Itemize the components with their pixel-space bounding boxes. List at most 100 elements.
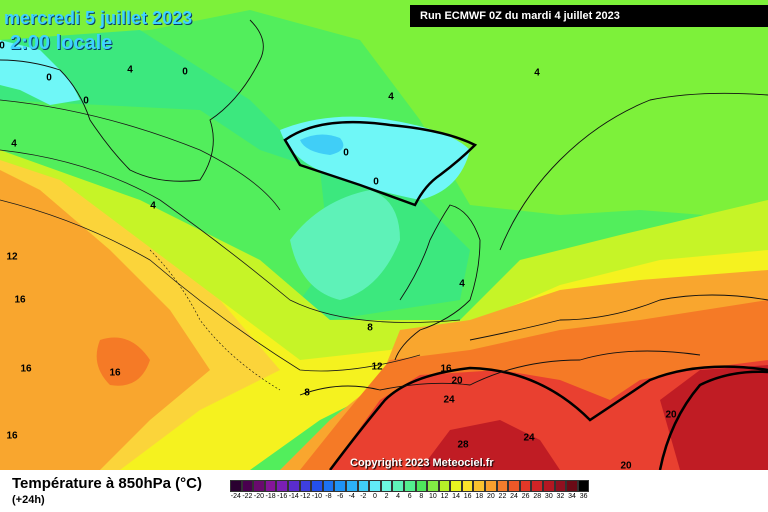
zone-orange-west bbox=[0, 170, 210, 470]
legend-scale-step: -2 bbox=[357, 480, 370, 502]
legend-tick-label: -6 bbox=[337, 493, 344, 500]
isotherm-label: 0 bbox=[83, 95, 89, 107]
legend-scale-step: 2 bbox=[380, 480, 393, 502]
legend-tick-label: -16 bbox=[277, 493, 288, 500]
legend-scale-step: 24 bbox=[508, 480, 520, 502]
legend-tick-label: 26 bbox=[521, 493, 530, 500]
legend-tick-label: -24 bbox=[230, 493, 241, 500]
legend-scale-step: 18 bbox=[473, 480, 486, 502]
legend-scale-step: 20 bbox=[485, 480, 497, 502]
coastline-central-europe bbox=[469, 294, 768, 341]
legend-swatch bbox=[415, 480, 428, 492]
isotherm-20-east bbox=[658, 370, 768, 470]
legend-swatch bbox=[496, 480, 509, 492]
forecast-date: mercredi 5 juillet 2023 bbox=[4, 8, 193, 28]
legend-scale-step: 32 bbox=[554, 480, 567, 502]
isotherm-label: 4 bbox=[459, 278, 465, 290]
legend-scale-step: -18 bbox=[264, 480, 277, 502]
legend-tick-label: 30 bbox=[544, 493, 553, 500]
legend-tick-label: -20 bbox=[253, 493, 265, 500]
isotherm-label: 8 bbox=[304, 387, 310, 399]
isotherm-label: 16 bbox=[6, 430, 18, 442]
zone-blue-iceland bbox=[300, 134, 344, 155]
temperature-map: 0 0 0 0 0 0 4 4 4 4 4 4 8 8 12 12 16 16 … bbox=[0, 0, 768, 470]
isotherm-label: 16 bbox=[109, 367, 121, 379]
legend-tick-label: 32 bbox=[556, 493, 565, 500]
legend-tick-label: 6 bbox=[407, 493, 412, 500]
isotherm-label: 0 bbox=[46, 72, 52, 84]
legend-swatch bbox=[554, 480, 567, 492]
legend-swatch bbox=[334, 480, 346, 492]
legend-scale-step: 34 bbox=[566, 480, 578, 502]
isotherm-label: 16 bbox=[440, 363, 452, 375]
legend-tick-label: 22 bbox=[498, 493, 507, 500]
legend-swatch bbox=[322, 480, 335, 492]
isotherm-12 bbox=[0, 199, 421, 372]
legend-title: Température à 850hPa (°C) bbox=[12, 475, 202, 492]
zone-light-green-north bbox=[0, 0, 768, 220]
legend-swatch bbox=[566, 480, 578, 492]
isotherm-label: 0 bbox=[373, 176, 379, 188]
legend-swatch bbox=[230, 480, 242, 492]
legend-swatch bbox=[485, 480, 497, 492]
legend-swatch bbox=[519, 480, 532, 492]
legend-tick-label: 16 bbox=[463, 493, 472, 500]
legend-swatch bbox=[380, 480, 393, 492]
isotherm-label: 16 bbox=[14, 294, 26, 306]
legend-swatch bbox=[473, 480, 486, 492]
isotherm-label: 20 bbox=[451, 375, 463, 387]
coastline-britain-france bbox=[394, 204, 481, 361]
legend-tick-label: -22 bbox=[242, 493, 253, 500]
copyright-notice: Copyright 2023 Meteociel.fr bbox=[350, 457, 494, 469]
isotherm-0 bbox=[283, 120, 478, 207]
legend-tick-label: 24 bbox=[510, 493, 518, 500]
legend-scale-step: 4 bbox=[392, 480, 404, 502]
legend-scale-step: 14 bbox=[450, 480, 462, 502]
legend-swatch bbox=[311, 480, 323, 492]
isotherm-label: 4 bbox=[534, 67, 540, 79]
legend-tick-label: -14 bbox=[288, 493, 299, 500]
legend-tick-label: 8 bbox=[419, 493, 424, 500]
legend-scale-step: 26 bbox=[519, 480, 532, 502]
isotherm-label: 4 bbox=[127, 64, 133, 76]
legend-swatch bbox=[403, 480, 416, 492]
zone-orange-dark-spot bbox=[96, 337, 150, 386]
legend-scale-step: -24 bbox=[230, 480, 242, 502]
legend-footer: Température à 850hPa (°C) (+24h) -24 -22-… bbox=[0, 470, 768, 512]
legend-swatch bbox=[427, 480, 439, 492]
legend-tick-label: 28 bbox=[533, 493, 542, 500]
legend-scale-step: -4 bbox=[345, 480, 358, 502]
legend-scale-step: -8 bbox=[322, 480, 335, 502]
legend-tick-label: -10 bbox=[311, 493, 323, 500]
legend-tick-label: -18 bbox=[265, 493, 276, 500]
legend-swatch bbox=[450, 480, 462, 492]
zone-red-south bbox=[330, 360, 768, 470]
legend-tick-label: -8 bbox=[325, 493, 332, 500]
legend-scale-step: 6 bbox=[403, 480, 416, 502]
isotherm-label: 8 bbox=[367, 322, 373, 334]
legend-scale-step: 12 bbox=[438, 480, 451, 502]
isotherm-20 bbox=[329, 365, 768, 470]
legend-tick-label: 4 bbox=[396, 493, 401, 500]
legend-swatch bbox=[531, 480, 544, 492]
legend-scale-step: 22 bbox=[496, 480, 509, 502]
legend-tick-label: 2 bbox=[384, 493, 389, 500]
legend-swatch bbox=[577, 480, 590, 492]
legend-swatch bbox=[461, 480, 474, 492]
isotherm-label: 16 bbox=[20, 363, 32, 375]
legend-swatch bbox=[276, 480, 288, 492]
coastline-scandinavia bbox=[499, 92, 768, 251]
coastline-greenland bbox=[0, 19, 264, 182]
legend-tick-label: 10 bbox=[428, 493, 437, 500]
legend-scale-step: -16 bbox=[276, 480, 288, 502]
legend-scale-step: 36 bbox=[577, 480, 590, 502]
isotherm-8 bbox=[0, 149, 461, 323]
legend-swatch bbox=[253, 480, 265, 492]
legend-tick-label: 0 bbox=[372, 493, 377, 500]
legend-swatch bbox=[241, 480, 254, 492]
legend-tick-label: 20 bbox=[486, 493, 495, 500]
isotherm-label: 0 bbox=[343, 147, 349, 159]
legend-swatch bbox=[345, 480, 358, 492]
legend-subtitle: (+24h) bbox=[12, 494, 45, 506]
